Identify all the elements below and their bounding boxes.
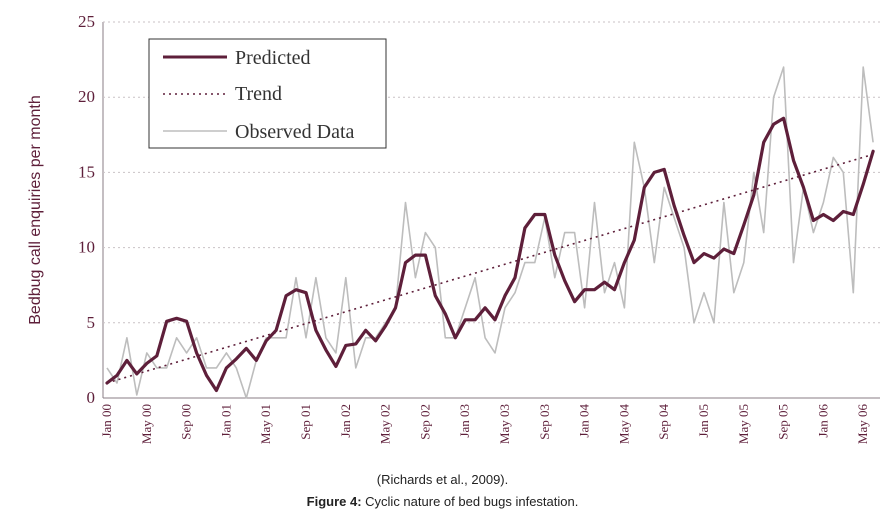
x-tick-label: May 01: [258, 404, 273, 444]
x-tick-label: May 03: [497, 404, 512, 444]
x-tick-label: Jan 03: [457, 404, 472, 438]
x-tick-label: May 00: [139, 404, 154, 444]
legend-label-trend: Trend: [235, 83, 282, 105]
x-tick-label: Jan 04: [577, 404, 592, 438]
legend-label-observed: Observed Data: [235, 121, 355, 143]
x-tick-label: Sep 00: [179, 404, 194, 440]
predicted-line: [105, 116, 875, 393]
y-tick-label: 5: [87, 313, 96, 332]
y-tick-label: 25: [78, 12, 95, 31]
x-tick-label: Jan 02: [338, 404, 353, 438]
x-tick-label: May 02: [378, 404, 393, 444]
x-tick-label: May 04: [616, 404, 631, 445]
x-tick-label: Jan 01: [218, 404, 233, 438]
figure-label: Figure 4:: [306, 494, 362, 509]
x-tick-label: Jan 00: [99, 404, 114, 438]
y-tick-label: 10: [78, 238, 95, 257]
x-tick-label: May 06: [855, 404, 870, 445]
x-tick-label: Sep 02: [417, 404, 432, 440]
x-tick-label: Sep 04: [656, 404, 671, 440]
x-tick-label: Sep 03: [537, 404, 552, 440]
y-tick-labels: 0 5 10 15 20 25: [78, 12, 95, 407]
x-tick-label: Sep 05: [776, 404, 791, 440]
y-tick-label: 0: [87, 388, 96, 407]
series-group: [105, 66, 875, 399]
observed-data-line: [106, 66, 874, 399]
figure-text: Cyclic nature of bed bugs infestation.: [361, 494, 579, 509]
source-caption: (Richards et al., 2009).: [376, 472, 509, 487]
chart-area: 0 5 10 15 20 25 Jan 00 May 00 Sep 00 Jan 01 May 0…: [27, 12, 880, 445]
x-tick-label: Jan 05: [696, 404, 711, 438]
x-tick-label: Sep 01: [298, 404, 313, 440]
legend: Predicted Trend Observed Data: [148, 38, 387, 149]
x-tick-label: Jan 06: [815, 404, 830, 438]
x-tick-label: May 05: [736, 404, 751, 444]
x-tick-labels: Jan 00 May 00 Sep 00 Jan 01 May 01 Sep 01 Jan …: [99, 404, 870, 445]
y-axis-label: Bedbug call enquiries per month: [27, 95, 44, 324]
trend-line: [106, 153, 874, 384]
legend-label-predicted: Predicted: [235, 47, 311, 69]
y-tick-label: 20: [78, 87, 95, 106]
figure-caption: Figure 4: Cyclic nature of bed bugs infe…: [0, 494, 885, 509]
y-tick-label: 15: [78, 162, 95, 181]
